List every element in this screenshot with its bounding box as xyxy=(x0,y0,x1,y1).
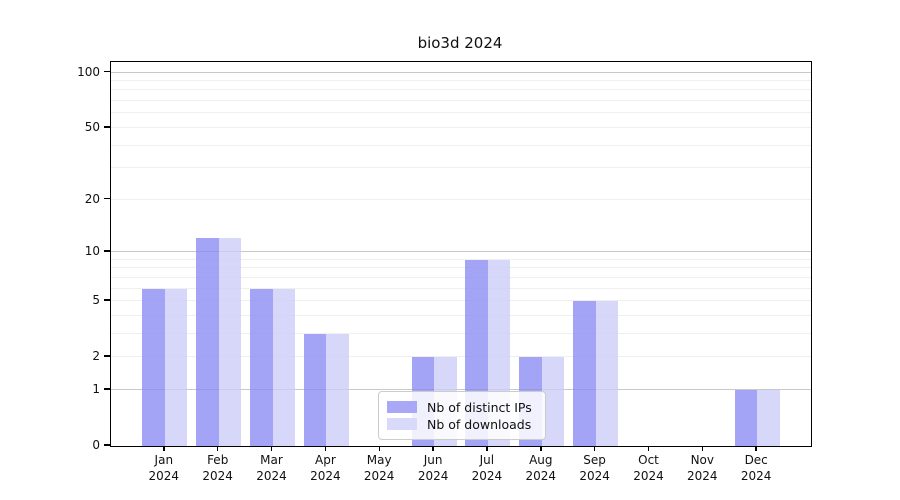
gridline-30 xyxy=(111,167,811,169)
bar-nb-of-downloads-feb-2024 xyxy=(218,238,242,446)
legend-entry-nb-of-distinct-ips: Nb of distinct IPs xyxy=(387,399,537,415)
y-tick-label-1: 1 xyxy=(92,381,100,396)
y-tick-mark-50 xyxy=(104,126,110,128)
x-tick-label-may-2024: May 2024 xyxy=(363,453,395,483)
x-tick-mark-mar-2024 xyxy=(270,446,273,451)
gridline-9 xyxy=(111,258,811,260)
plot-area xyxy=(110,61,812,447)
x-tick-mark-jan-2024 xyxy=(163,446,165,451)
x-tick-mark-oct-2024 xyxy=(647,446,650,451)
x-tick-mark-jul-2024 xyxy=(486,446,488,451)
gridline-7 xyxy=(111,276,811,278)
bar-nb-of-downloads-sep-2024 xyxy=(595,301,619,446)
bar-nb-of-downloads-aug-2024 xyxy=(541,357,565,446)
gridline-8 xyxy=(111,267,811,269)
gridline-60 xyxy=(111,112,811,114)
y-tick-label-50: 50 xyxy=(84,119,100,134)
gridline-50 xyxy=(111,126,811,128)
gridline-100 xyxy=(111,71,811,73)
gridline-4 xyxy=(111,314,811,316)
y-tick-label-5: 5 xyxy=(92,293,100,307)
y-tick-label-2: 2 xyxy=(92,349,100,364)
gridline-6 xyxy=(111,287,811,289)
y-tick-mark-1 xyxy=(104,388,110,390)
gridline-5 xyxy=(111,300,811,301)
x-tick-label-nov-2024: Nov 2024 xyxy=(687,453,718,483)
gridline-80 xyxy=(111,89,811,91)
y-tick-mark-10 xyxy=(104,250,110,252)
gridline-3 xyxy=(111,332,811,334)
gridline-2 xyxy=(111,356,811,358)
x-tick-label-feb-2024: Feb 2024 xyxy=(202,453,233,483)
x-tick-mark-nov-2024 xyxy=(701,446,704,451)
legend-swatch-nb-of-distinct-ips xyxy=(387,401,417,413)
gridline-70 xyxy=(111,100,811,101)
bar-nb-of-downloads-mar-2024 xyxy=(272,288,295,446)
x-tick-label-jan-2024: Jan 2024 xyxy=(148,453,180,483)
x-tick-label-jun-2024: Jun 2024 xyxy=(417,453,449,483)
x-tick-label-jul-2024: Jul 2024 xyxy=(471,453,503,483)
x-tick-mark-feb-2024 xyxy=(216,446,219,451)
y-tick-label-20: 20 xyxy=(84,191,100,206)
x-tick-label-apr-2024: Apr 2024 xyxy=(310,453,341,483)
bar-nb-of-distinct-ips-dec-2024 xyxy=(734,389,758,446)
bar-nb-of-downloads-dec-2024 xyxy=(757,389,780,446)
bar-nb-of-distinct-ips-apr-2024 xyxy=(303,333,327,446)
legend-entry-nb-of-downloads: Nb of downloads xyxy=(387,416,537,432)
x-tick-mark-aug-2024 xyxy=(540,446,542,451)
x-tick-label-dec-2024: Dec 2024 xyxy=(740,453,772,483)
x-tick-label-mar-2024: Mar 2024 xyxy=(256,453,287,483)
gridline-1 xyxy=(111,388,811,390)
legend-swatch-nb-of-downloads xyxy=(387,418,417,430)
y-tick-mark-100 xyxy=(104,70,110,73)
y-tick-mark-2 xyxy=(104,355,110,357)
bar-nb-of-distinct-ips-sep-2024 xyxy=(573,301,596,446)
bar-nb-of-distinct-ips-feb-2024 xyxy=(196,238,219,446)
bar-nb-of-distinct-ips-mar-2024 xyxy=(250,288,273,446)
y-tick-mark-0 xyxy=(104,444,110,446)
x-tick-mark-jun-2024 xyxy=(432,446,434,451)
gridline-90 xyxy=(111,79,811,81)
x-tick-label-sep-2024: Sep 2024 xyxy=(579,453,610,483)
bar-nb-of-downloads-jan-2024 xyxy=(164,288,188,446)
x-tick-label-oct-2024: Oct 2024 xyxy=(633,453,664,483)
y-tick-mark-5 xyxy=(104,299,110,301)
bar-nb-of-downloads-apr-2024 xyxy=(326,333,349,446)
x-tick-mark-may-2024 xyxy=(378,446,380,451)
gridline-10 xyxy=(111,250,811,252)
legend-label-nb-of-downloads: Nb of downloads xyxy=(427,416,532,432)
y-tick-mark-20 xyxy=(104,197,110,200)
chart-title: bio3d 2024 xyxy=(417,34,503,52)
x-tick-mark-apr-2024 xyxy=(324,446,327,451)
y-tick-label-10: 10 xyxy=(84,243,100,258)
y-tick-label-100: 100 xyxy=(77,64,100,79)
legend-label-nb-of-distinct-ips: Nb of distinct IPs xyxy=(427,399,532,415)
x-tick-mark-dec-2024 xyxy=(755,446,757,451)
x-tick-mark-sep-2024 xyxy=(593,446,596,451)
gridline-20 xyxy=(111,198,811,200)
gridline-40 xyxy=(111,144,811,146)
legend: Nb of distinct IPs Nb of downloads xyxy=(378,391,546,440)
bar-nb-of-distinct-ips-jan-2024 xyxy=(142,288,165,446)
x-tick-label-aug-2024: Aug 2024 xyxy=(525,453,557,483)
y-tick-label-0: 0 xyxy=(92,438,100,452)
